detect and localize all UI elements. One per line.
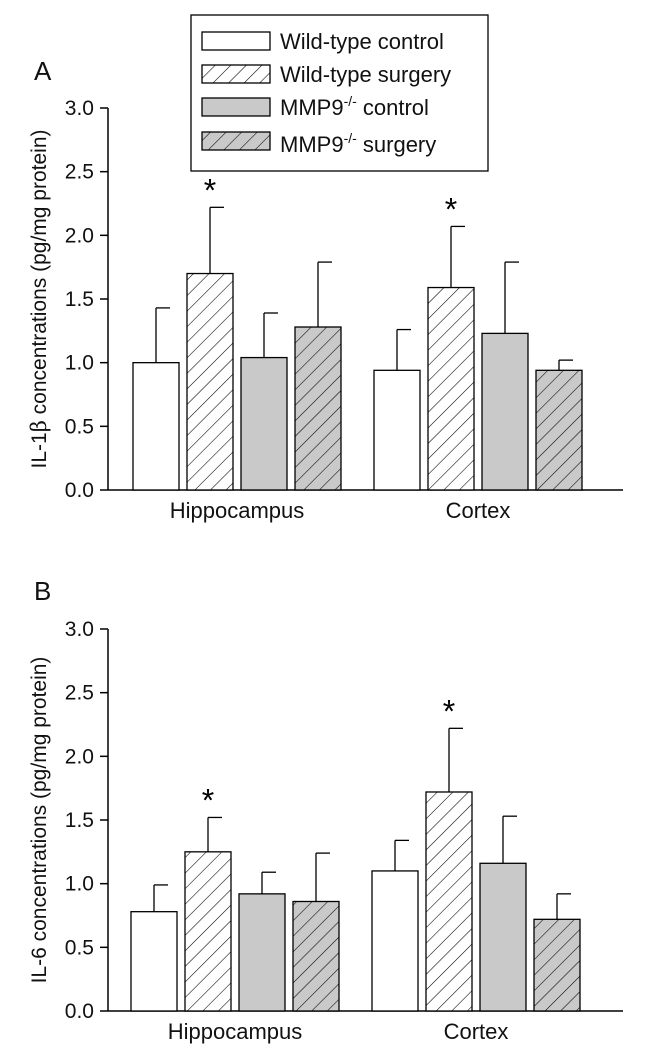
panel-a-cortex-mmp9-control-bar xyxy=(481,332,529,491)
panel-b-cortex-wild-type-surgery-significance-marker: * xyxy=(443,693,455,729)
panel-a-hippocampus-wild-type-control-bar xyxy=(132,362,180,491)
panel-b-y-tick-label: 3.0 xyxy=(65,618,94,641)
legend: Wild-type control Wild-type surgery MMP9… xyxy=(190,14,489,172)
panel-b-cortex-mmp9-surgery-bar xyxy=(533,918,581,1012)
legend-item-3: MMP9-/- surgery xyxy=(201,130,436,157)
panel-a-cortex-wild-type-surgery-bar xyxy=(427,286,475,491)
panel-b-hippocampus-wild-type-control-bar xyxy=(130,911,178,1012)
legend-swatch-mmp9-control xyxy=(201,97,271,117)
panel-a-y-tick-label: 2.0 xyxy=(65,224,94,247)
panel-a-tick-labels: 0.0 0.5 1.0 1.5 2.0 2.5 3.0 Hippocampus Cortex xyxy=(65,97,511,523)
panel-a-chart: A IL-1β concentrations (pg/mg protein) *… xyxy=(27,56,623,523)
panel-b-chart: B IL-6 concentrations (pg/mg protein) **… xyxy=(28,576,623,1044)
panel-a-cortex-wild-type-surgery-significance-marker: * xyxy=(445,191,457,227)
panel-b-y-tick-label: 2.5 xyxy=(65,682,94,705)
panel-b-y-tick-label: 1.0 xyxy=(65,873,94,896)
panel-a-y-axis-label: IL-1β concentrations (pg/mg protein) xyxy=(27,130,51,469)
panel-a-hippocampus-mmp9-control-bar xyxy=(240,356,288,491)
panel-b-cortex-mmp9-control-bar xyxy=(479,862,527,1012)
panel-b-hippocampus-wild-type-surgery-bar xyxy=(184,851,232,1012)
panel-a-y-tick-label: 1.0 xyxy=(65,352,94,375)
panel-a-y-tick-label: 0.5 xyxy=(65,415,94,438)
panel-b-cortex-wild-type-control-bar xyxy=(371,870,419,1012)
panel-b-cortex-wild-type-surgery-bar xyxy=(425,791,473,1012)
panel-b-hippocampus-mmp9-control-bar xyxy=(238,893,286,1012)
panel-b-y-tick-label: 2.0 xyxy=(65,745,94,768)
panel-a-y-tick-label: 0.0 xyxy=(65,479,94,502)
panel-b-y-tick-label: 0.5 xyxy=(65,936,94,959)
panel-b-category-label: Cortex xyxy=(444,1019,509,1044)
panel-a-hippocampus-wild-type-surgery-bar xyxy=(186,272,234,491)
panel-a-y-tick-label: 3.0 xyxy=(65,97,94,120)
panel-a-category-label: Hippocampus xyxy=(170,498,305,523)
panel-b-category-label: Hippocampus xyxy=(168,1019,303,1044)
panel-b-y-tick-label: 1.5 xyxy=(65,809,94,832)
legend-swatch-wild-type-surgery xyxy=(201,64,271,84)
legend-item-1: Wild-type surgery xyxy=(201,62,451,87)
panel-a-category-label: Cortex xyxy=(446,498,511,523)
panel-b-y-tick-label: 0.0 xyxy=(65,1000,94,1023)
panel-a-hippocampus-wild-type-surgery-significance-marker: * xyxy=(204,172,216,208)
legend-label-mmp9-surgery: MMP9-/- surgery xyxy=(280,130,436,157)
panel-a-y-tick-label: 2.5 xyxy=(65,161,94,184)
panel-b-hippocampus-mmp9-surgery-bar xyxy=(292,900,340,1012)
panel-a-hippocampus-mmp9-surgery-bar xyxy=(294,326,342,491)
panel-a-cortex-mmp9-surgery-bar xyxy=(535,369,583,491)
panel-a-cortex-wild-type-control-bar xyxy=(373,369,421,491)
legend-item-0: Wild-type control xyxy=(201,29,444,54)
panel-a-letter: A xyxy=(34,56,52,86)
panel-b-letter: B xyxy=(34,576,51,606)
legend-label-wild-type-surgery: Wild-type surgery xyxy=(280,62,451,87)
panel-a-y-tick-label: 1.5 xyxy=(65,288,94,311)
legend-swatch-wild-type-control xyxy=(201,31,271,51)
panel-b-bars: ** xyxy=(130,693,581,1012)
legend-swatch-mmp9-surgery xyxy=(201,131,271,151)
panel-b-tick-labels: 0.0 0.5 1.0 1.5 2.0 2.5 3.0 Hippocampus Cortex xyxy=(65,618,509,1044)
legend-item-2: MMP9-/- control xyxy=(201,93,429,120)
legend-label-mmp9-control: MMP9-/- control xyxy=(280,93,429,120)
panel-a-bars: ** xyxy=(132,172,583,491)
panel-b-y-axis-label: IL-6 concentrations (pg/mg protein) xyxy=(28,657,51,984)
legend-label-wild-type-control: Wild-type control xyxy=(280,29,444,54)
panel-b-hippocampus-wild-type-surgery-significance-marker: * xyxy=(202,782,214,818)
